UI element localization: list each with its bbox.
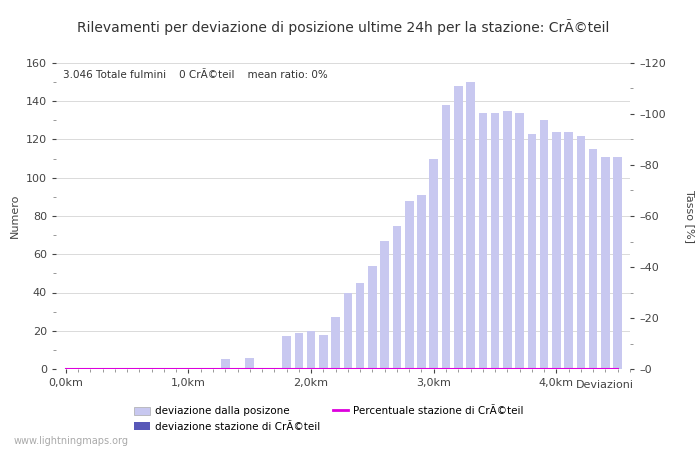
Bar — [368, 266, 377, 369]
Bar — [540, 120, 548, 369]
Bar — [577, 135, 585, 369]
Bar — [405, 201, 414, 369]
Bar — [515, 112, 524, 369]
Bar — [564, 132, 573, 369]
Text: 3.046 Totale fulmini    0 CrÃ©teil    mean ratio: 0%: 3.046 Totale fulmini 0 CrÃ©teil mean rat… — [63, 70, 328, 80]
Bar — [393, 225, 401, 369]
Y-axis label: Tasso [%]: Tasso [%] — [685, 189, 695, 243]
Bar — [295, 333, 303, 369]
Bar — [613, 157, 622, 369]
Bar — [380, 241, 389, 369]
Y-axis label: Numero: Numero — [10, 194, 20, 238]
Legend: deviazione dalla posizone, deviazione stazione di CrÃ©teil, Percentuale stazione: deviazione dalla posizone, deviazione st… — [130, 402, 528, 436]
Bar — [601, 157, 610, 369]
Bar — [246, 357, 254, 369]
Bar — [356, 283, 365, 369]
Bar — [307, 331, 316, 369]
Bar — [319, 335, 328, 369]
Bar — [344, 292, 352, 369]
Bar — [454, 86, 463, 369]
Bar — [331, 317, 340, 369]
Bar — [466, 82, 475, 369]
Bar — [491, 112, 499, 369]
Bar — [589, 149, 598, 369]
Bar — [528, 134, 536, 369]
Bar — [479, 112, 487, 369]
Title: Rilevamenti per deviazione di posizione ultime 24h per la stazione: CrÃ©teil: Rilevamenti per deviazione di posizione … — [77, 19, 609, 36]
Text: Deviazioni: Deviazioni — [575, 380, 634, 390]
Bar — [221, 360, 230, 369]
Bar — [282, 337, 291, 369]
Text: www.lightningmaps.org: www.lightningmaps.org — [14, 436, 129, 446]
Bar — [552, 132, 561, 369]
Bar — [503, 111, 512, 369]
Bar — [430, 158, 438, 369]
Bar — [442, 105, 450, 369]
Bar — [417, 195, 426, 369]
